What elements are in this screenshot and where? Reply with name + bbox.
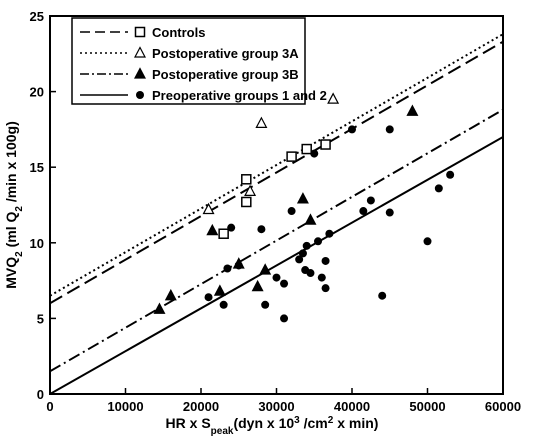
data-point [314,237,323,246]
data-point [202,202,215,215]
data-point [259,263,272,275]
data-point [317,273,326,282]
x-tick-label: 20000 [183,399,219,414]
legend-marker [134,67,146,79]
data-point [366,196,375,205]
regression-lines [50,33,503,394]
data-point [280,314,289,323]
data-point [280,279,289,288]
data-point [241,174,252,185]
legend-label: Controls [152,25,205,40]
x-tick-label: 10000 [107,399,143,414]
y-tick-label: 20 [30,85,44,100]
data-point [423,237,432,246]
data-point [321,256,330,265]
y-tick-label: 0 [37,387,44,402]
data-point [204,293,213,302]
legend-label: Postoperative group 3A [152,46,299,61]
data-point [302,241,311,250]
regression-line-1 [50,40,503,305]
legend-label: Postoperative group 3B [152,67,299,82]
data-point [219,300,228,309]
legend-marker [136,91,144,99]
data-point [241,196,252,208]
data-point [272,273,281,282]
regression-line-2 [50,33,503,297]
data-point [304,213,317,225]
data-point [306,269,315,278]
data-point [385,208,394,217]
data-point [327,92,340,104]
data-point [257,225,266,234]
data-point [434,184,443,193]
data-point [213,284,226,296]
x-axis: 0 10000 20000 30000 40000 50000 60000 [46,388,521,414]
data-point [244,184,257,196]
y-tick-label: 5 [37,311,44,326]
data-point [359,207,368,216]
data-points [153,92,455,323]
data-point [295,255,304,264]
y-tick-label: 15 [30,160,44,175]
data-point [206,223,219,236]
data-point [298,249,307,258]
y-axis: 0 5 10 15 20 25 [30,9,56,402]
y-tick-label: 25 [30,9,44,24]
data-point [296,192,309,204]
x-tick-label: 40000 [334,399,370,414]
data-point [406,104,419,116]
data-point [286,151,297,162]
data-point [446,170,455,179]
data-point [261,300,270,309]
legend: Controls Postoperative group 3A Postoperat… [71,17,327,105]
data-point [223,264,232,273]
data-point [385,125,394,134]
y-tick-label: 10 [30,236,44,251]
legend-label: Preoperative groups 1 and 2 [152,88,327,103]
data-point [320,139,331,150]
x-tick-label: 0 [46,399,53,414]
data-point [321,284,330,293]
legend-marker [134,46,146,58]
data-point [378,291,387,300]
data-point [301,143,312,155]
data-point [255,116,268,128]
data-point [164,288,177,301]
y-axis-title: MVQ2 (ml Q2 /min x 100g) [3,121,25,289]
data-point [227,223,236,232]
data-point [234,261,243,270]
data-point [153,302,166,314]
x-tick-label: 50000 [409,399,445,414]
data-point [287,207,296,216]
regression-line-3 [50,108,503,373]
data-point [348,125,356,134]
data-point [218,228,229,239]
data-point [251,279,264,292]
x-tick-label: 60000 [485,399,521,414]
data-point [325,229,334,238]
x-axis-title: HR x Speak(dyn x 103 /cm2 x min) [166,415,379,437]
legend-marker [134,26,146,38]
regression-line-4 [50,136,503,394]
x-tick-label: 30000 [258,399,294,414]
data-point [310,149,319,158]
